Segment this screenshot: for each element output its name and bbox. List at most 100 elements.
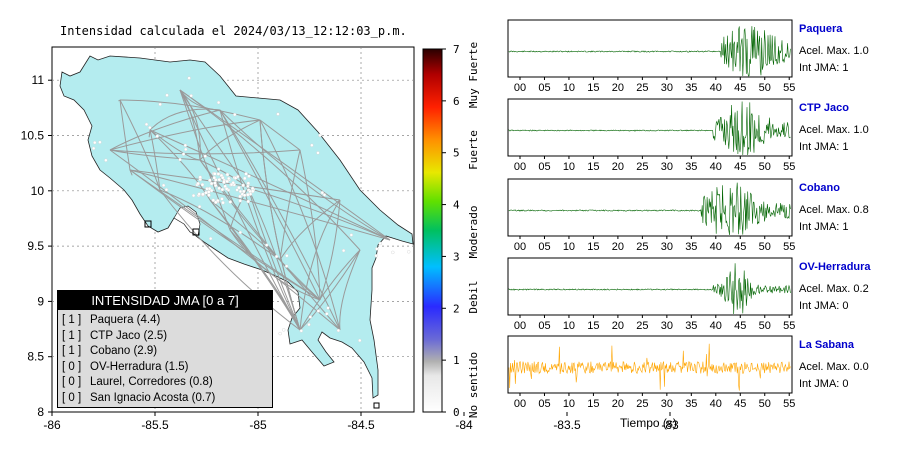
station-name: OV-Herradura [799,261,871,273]
station-accel: Acel. Max. 1.0 [799,45,869,57]
time-tick-label: 10 [563,161,575,173]
legend-item-name: OV-Herradura (1.5) [90,360,189,373]
station-dot [158,102,162,107]
station-dot [284,264,289,268]
station-dot [197,204,202,209]
station-dot [307,322,311,327]
station-dot [214,200,218,205]
time-tick-label: 50 [759,241,771,253]
station-dot [203,154,207,158]
time-tick-label: 10 [563,241,575,253]
map-xtick-label: -84 [455,418,473,432]
station-accel: Acel. Max. 0.2 [799,283,869,295]
colorbar-tick-label: 1 [453,354,460,367]
station-dot [250,189,255,194]
road-network [109,89,391,331]
time-tick-label: 00 [514,320,526,332]
time-tick-label: 45 [734,241,746,253]
station-dot [155,134,159,138]
station-jma: Int JMA: 0 [799,378,849,390]
time-tick-label: 25 [636,398,648,410]
station-dot [216,100,221,105]
time-tick-label: 40 [710,320,722,332]
time-tick-label: 35 [685,161,697,173]
road [179,89,231,231]
legend-item-name: Cobano (2.9) [90,345,158,357]
time-tick-label: 20 [612,161,624,173]
station-dot [144,122,149,127]
station-dot [213,181,217,185]
time-tick-label: 45 [734,320,746,332]
colorbar-category-label: Fuerte [467,130,480,170]
legend-item-level: [ 1 ] [62,314,82,326]
legend-item-name: San Ignacio Acosta (0.7) [90,391,216,404]
station-dot [161,183,166,188]
road [129,169,133,176]
time-tick-label: 25 [636,241,648,253]
station-dot [98,140,102,144]
station-dot [191,193,196,198]
time-tick-label: 55 [783,398,795,410]
time-tick-label: 15 [587,398,599,410]
map-ytick-label: 10 [31,184,45,198]
time-tick-label: 50 [759,398,771,410]
time-tick-label: 35 [685,398,697,410]
station-dot [237,185,241,190]
station-dot [225,172,230,177]
station-dot [227,176,231,181]
seismogram-station-info: Cobano Acel. Max. 0.8 Int JMA: 1 [799,182,907,236]
time-tick-label: 00 [514,82,526,94]
station-square-jaco [192,228,200,236]
station-dot [310,143,314,147]
intensity-colorbar [422,48,443,413]
time-tick-label: 00 [514,398,526,410]
time-tick-label: 50 [759,82,771,94]
road [259,119,301,151]
intensity-legend: INTENSIDAD JMA [0 a 7] [ 1 ] Paquera (4.4… [57,290,273,408]
station-dot [374,254,378,258]
time-tick-label: 10 [563,398,575,410]
map-xtick-label: -85 [249,418,267,432]
colorbar-tick-label: 4 [453,199,460,212]
legend-item-name: Paquera (4.4) [90,314,161,326]
station-dot [407,250,411,254]
station-dot [197,192,201,196]
time-tick-label: 30 [661,320,673,332]
time-tick-label: 15 [587,161,599,173]
station-dot [242,193,247,198]
station-dot [285,254,289,258]
road [339,249,361,331]
legend-item: [ 0 ] OV-Herradura (1.5) [62,360,272,376]
time-tick-label: 35 [685,241,697,253]
station-dot [228,200,233,204]
station-dot [375,247,379,251]
colorbar-tick-label: 0 [453,406,460,419]
road [299,249,361,331]
station-dot [236,174,240,179]
station-dot [336,328,341,333]
time-tick-label: 55 [783,82,795,94]
colorbar-tick-label: 6 [453,95,460,108]
station-dot [341,248,346,253]
station-dot [243,176,247,181]
station-markers [91,76,411,343]
seismogram-trace [508,182,791,236]
road [219,109,391,241]
time-tick-label: 05 [538,398,550,410]
time-tick-label: 35 [685,320,697,332]
time-tick-label: 25 [636,161,648,173]
road [159,189,281,261]
station-dot [238,189,243,194]
time-tick-label: 45 [734,398,746,410]
station-dot [183,143,188,148]
road [219,109,301,331]
time-tick-label: 55 [783,320,795,332]
station-dot [93,140,97,145]
legend-item-level: [ 0 ] [62,391,82,404]
road [219,109,341,331]
colorbar-category-label: Muy Fuerte [467,42,480,108]
station-dot [209,181,214,186]
seismogram-station-info: Paquera Acel. Max. 1.0 Int JMA: 1 [799,23,907,77]
map-ytick-label: 9.5 [27,239,44,253]
seismogram-panels: 00 05 10 15 20 25 30 35 40 45 50 55 00 05 10 15 20 25 30 35… [507,19,795,410]
